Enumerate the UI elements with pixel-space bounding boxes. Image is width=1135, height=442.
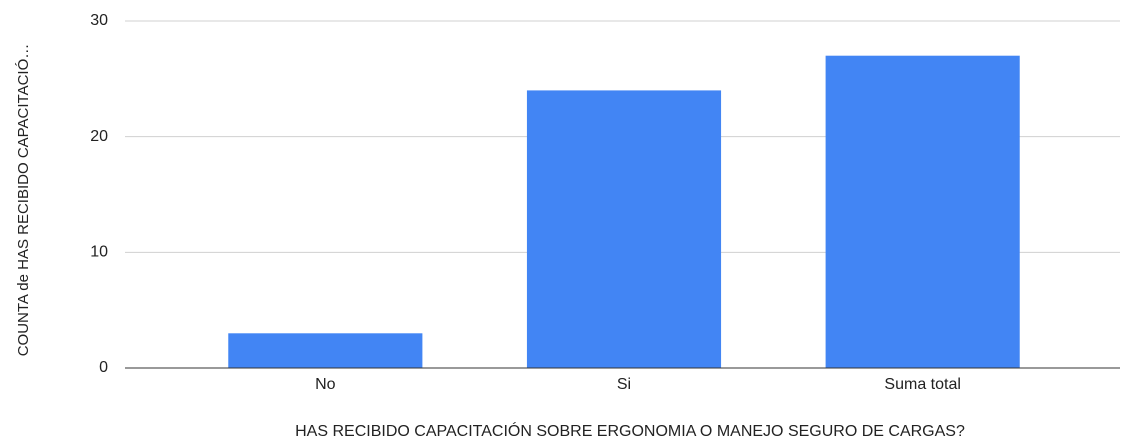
x-tick-label: No — [315, 376, 336, 393]
y-tick-label: 30 — [90, 12, 108, 29]
y-tick-label: 10 — [90, 244, 108, 261]
x-axis-title: HAS RECIBIDO CAPACITACIÓN SOBRE ERGONOMI… — [295, 421, 965, 440]
x-tick-label: Suma total — [884, 376, 960, 393]
y-tick-label: 20 — [90, 128, 108, 145]
x-tick-label: Si — [617, 376, 631, 393]
bar — [825, 55, 1020, 368]
bar — [228, 333, 423, 368]
y-tick-label: 0 — [99, 359, 108, 376]
bar — [526, 90, 722, 369]
y-axis-title: COUNTA de HAS RECIBIDO CAPACITACIÓ… — [15, 44, 32, 357]
